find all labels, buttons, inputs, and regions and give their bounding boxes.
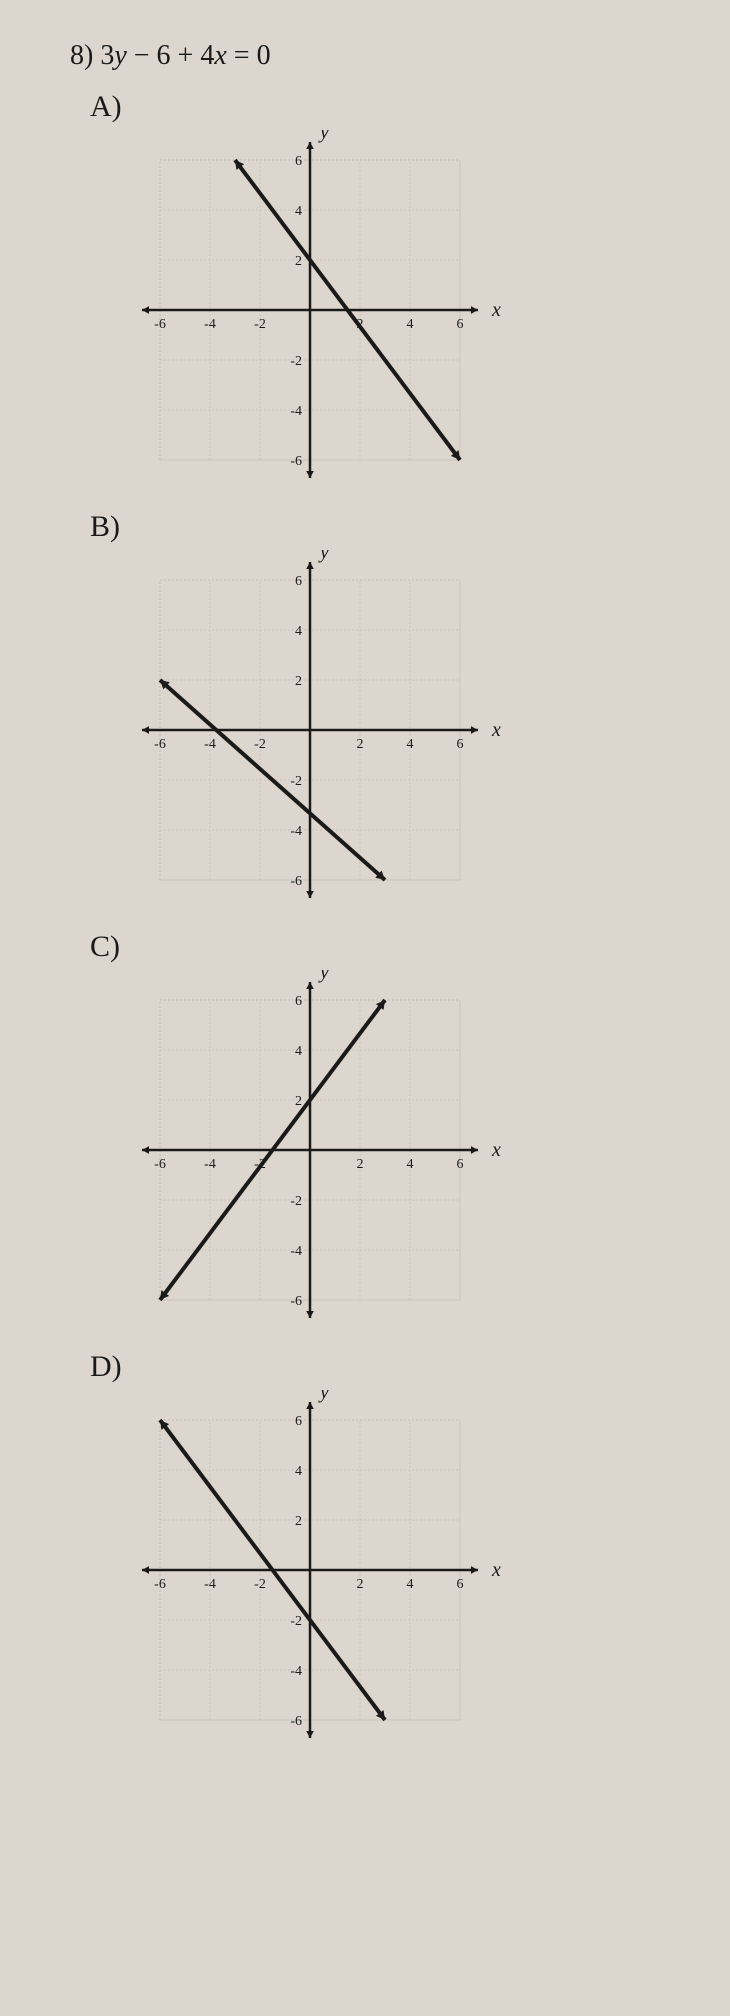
graph-container: -6-6-4-4-2-2224466 xy xyxy=(130,970,730,1330)
svg-text:-6: -6 xyxy=(154,1577,166,1592)
svg-text:-2: -2 xyxy=(254,737,266,752)
svg-text:2: 2 xyxy=(357,1157,364,1172)
svg-text:-4: -4 xyxy=(290,1244,302,1259)
svg-text:-6: -6 xyxy=(290,1294,302,1309)
svg-text:-6: -6 xyxy=(154,317,166,332)
option-label: A) xyxy=(90,90,730,124)
svg-text:4: 4 xyxy=(295,1464,302,1479)
svg-text:2: 2 xyxy=(295,1514,302,1529)
svg-text:6: 6 xyxy=(457,317,464,332)
question-number: 8) xyxy=(70,40,93,71)
option-block-0: A) -6-6-4-4-2-2224466 xy xyxy=(100,90,730,490)
svg-text:-2: -2 xyxy=(254,1577,266,1592)
svg-text:-4: -4 xyxy=(290,404,302,419)
svg-text:-4: -4 xyxy=(204,317,216,332)
svg-text:6: 6 xyxy=(295,574,302,589)
svg-text:-6: -6 xyxy=(290,1714,302,1729)
svg-text:4: 4 xyxy=(407,1157,414,1172)
svg-text:4: 4 xyxy=(407,737,414,752)
svg-text:4: 4 xyxy=(407,317,414,332)
svg-text:-6: -6 xyxy=(154,737,166,752)
svg-text:4: 4 xyxy=(295,204,302,219)
svg-text:6: 6 xyxy=(295,1414,302,1429)
svg-text:2: 2 xyxy=(295,1094,302,1109)
option-label: C) xyxy=(90,930,730,964)
graph-container: -6-6-4-4-2-2224466 xy xyxy=(130,130,730,490)
svg-text:6: 6 xyxy=(457,737,464,752)
option-label: B) xyxy=(90,510,730,544)
graph-2: -6-6-4-4-2-2224466 xy xyxy=(130,970,520,1330)
option-block-2: C) -6-6-4-4-2-2224466 xy xyxy=(100,930,730,1330)
svg-text:-4: -4 xyxy=(204,1577,216,1592)
graph-1: -6 -6 -4 -4 -2 -2 2 2 4 4 6 6 x y xyxy=(130,550,520,910)
svg-text:4: 4 xyxy=(295,624,302,639)
option-block-3: D) -6-6-4-4-2-2224466 xy xyxy=(100,1350,730,1750)
svg-text:-2: -2 xyxy=(254,317,266,332)
svg-text:6: 6 xyxy=(457,1577,464,1592)
svg-text:-4: -4 xyxy=(290,824,302,839)
svg-text:-6: -6 xyxy=(290,454,302,469)
question-equation: 3y − 6 + 4x = 0 xyxy=(100,40,270,71)
option-label: D) xyxy=(90,1350,730,1384)
svg-text:2: 2 xyxy=(357,737,364,752)
svg-text:-2: -2 xyxy=(290,1194,302,1209)
svg-text:-2: -2 xyxy=(290,774,302,789)
svg-text:2: 2 xyxy=(357,1577,364,1592)
svg-text:6: 6 xyxy=(295,154,302,169)
svg-text:y: y xyxy=(318,1390,329,1403)
svg-text:-6: -6 xyxy=(154,1157,166,1172)
graph-3: -6 -6 -4 -4 -2 -2 2 2 4 4 6 6 x y xyxy=(130,1390,520,1750)
svg-text:4: 4 xyxy=(407,1577,414,1592)
question-line: 8) 3y − 6 + 4x = 0 xyxy=(70,40,730,72)
svg-text:-6: -6 xyxy=(290,874,302,889)
svg-text:x: x xyxy=(491,299,501,321)
option-block-1: B) -6-6-4-4-2-2224466 xy xyxy=(100,510,730,910)
svg-text:y: y xyxy=(318,550,329,563)
graph-container: -6 -6 -4 -4 -2 -2 2 2 4 4 6 6 x y xyxy=(130,1390,730,1750)
svg-text:6: 6 xyxy=(295,994,302,1009)
svg-text:2: 2 xyxy=(295,254,302,269)
svg-text:y: y xyxy=(318,130,329,143)
svg-text:y: y xyxy=(318,970,329,983)
svg-text:2: 2 xyxy=(295,674,302,689)
svg-text:4: 4 xyxy=(295,1044,302,1059)
svg-text:6: 6 xyxy=(457,1157,464,1172)
svg-text:-2: -2 xyxy=(290,354,302,369)
graph-container: -6 -6 -4 -4 -2 -2 2 2 4 4 6 6 x y xyxy=(130,550,730,910)
svg-text:x: x xyxy=(491,719,501,741)
graph-0: -6-6-4-4-2-2224466 xy xyxy=(130,130,520,490)
svg-text:x: x xyxy=(491,1139,501,1161)
svg-text:-4: -4 xyxy=(290,1664,302,1679)
svg-text:-4: -4 xyxy=(204,737,216,752)
svg-text:-2: -2 xyxy=(290,1614,302,1629)
svg-text:x: x xyxy=(491,1559,501,1581)
svg-text:-4: -4 xyxy=(204,1157,216,1172)
